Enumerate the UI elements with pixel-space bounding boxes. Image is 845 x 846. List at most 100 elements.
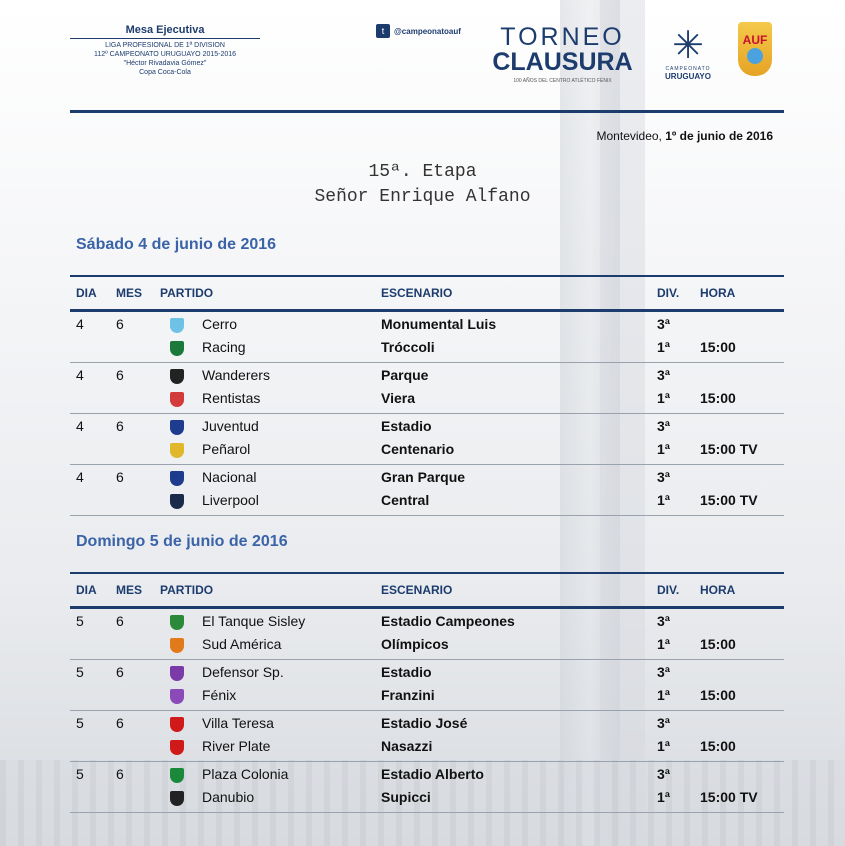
- etapa-title: 15ª. Etapa: [368, 162, 477, 182]
- kickoff-time: 15:00 TV: [700, 441, 758, 457]
- match-row[interactable]: 5 6 Defensor Sp. Fénix Estadio Franzini 3ª 1ª 15…: [70, 660, 784, 711]
- header-divider: [70, 110, 784, 113]
- team-crest-icon: [170, 791, 184, 806]
- clausura-word: CLAUSURA: [492, 48, 633, 76]
- league-header: Mesa Ejecutiva LIGA PROFESIONAL DE 1ª DI…: [70, 24, 260, 77]
- team-crest-icon: [170, 318, 184, 333]
- date-prefix: Montevideo,: [596, 129, 666, 143]
- team-name: Liverpool: [202, 492, 259, 508]
- match-month: 6: [116, 613, 124, 629]
- day-title: Sábado 4 de junio de 2016: [76, 236, 277, 253]
- venue-line: Estadio: [381, 418, 432, 434]
- match-day: 4: [76, 418, 84, 434]
- team-name: Sud América: [202, 636, 282, 652]
- torneo-word: TORNEO: [500, 23, 625, 51]
- division: 3ª: [657, 316, 670, 332]
- kickoff-time: 15:00 TV: [700, 492, 758, 508]
- venue-line: Estadio Alberto: [381, 766, 484, 782]
- column-header-mes: MES: [116, 583, 143, 597]
- venue-line: Tróccoli: [381, 339, 435, 355]
- day-title: Domingo 5 de junio de 2016: [76, 533, 288, 550]
- match-month: 6: [116, 664, 124, 680]
- team-name: El Tanque Sisley: [202, 613, 306, 629]
- match-day: 4: [76, 316, 84, 332]
- team-crest-icon: [170, 341, 184, 356]
- match-row[interactable]: 4 6 Cerro Racing Monumental Luis Tróccoli 3ª 1ª…: [70, 312, 784, 363]
- column-header-hora: HORA: [700, 583, 736, 597]
- venue-line: Centenario: [381, 441, 455, 457]
- match-row[interactable]: 5 6 El Tanque Sisley Sud América Estadio Cam…: [70, 609, 784, 660]
- venue-line: Olímpicos: [381, 636, 449, 652]
- match-row[interactable]: 4 6 Juventud Peñarol Estadio Centenario 3ª 1ª 15…: [70, 414, 784, 465]
- team-crest-icon: [170, 615, 184, 630]
- venue-line: Central: [381, 492, 430, 508]
- division: 3ª: [657, 418, 670, 434]
- team-crest-icon: [170, 768, 184, 783]
- kickoff-time: 15:00: [700, 687, 736, 703]
- league-line: LIGA PROFESIONAL DE 1ª DIVISION: [105, 42, 225, 49]
- cu-big-text: URUGUAYO: [665, 72, 711, 81]
- table-header: DIA MES PARTIDO ESCENARIO DIV. HORA: [70, 275, 784, 312]
- match-row[interactable]: 4 6 Wanderers Rentistas Parque Viera 3ª 1ª 15:00: [70, 363, 784, 414]
- division: 3ª: [657, 766, 670, 782]
- team-name: Peñarol: [202, 441, 251, 457]
- etapa-honor: Señor Enrique Alfano: [314, 187, 531, 207]
- team-name: Wanderers: [202, 367, 270, 383]
- team-name: Fénix: [202, 687, 237, 703]
- table-header: DIA MES PARTIDO ESCENARIO DIV. HORA: [70, 572, 784, 609]
- division: 3ª: [657, 664, 670, 680]
- venue-line: Franzini: [381, 687, 435, 703]
- division: 1ª: [657, 339, 670, 355]
- league-line: "Héctor Rivadavia Gómez": [123, 60, 207, 67]
- team-crest-icon: [170, 471, 184, 486]
- division: 1ª: [657, 390, 670, 406]
- division: 1ª: [657, 441, 670, 457]
- venue-line: Monumental Luis: [381, 316, 497, 332]
- league-line: 112º CAMPEONATO URUGUAYO 2015-2016: [93, 51, 237, 58]
- column-header-partido: PARTIDO: [160, 286, 214, 300]
- kickoff-time: 15:00 TV: [700, 789, 758, 805]
- division: 3ª: [657, 367, 670, 383]
- match-month: 6: [116, 715, 124, 731]
- column-header-escenario: ESCENARIO: [381, 583, 453, 597]
- cu-small-text: CAMPEONATO: [665, 66, 711, 72]
- division: 3ª: [657, 469, 670, 485]
- team-crest-icon: [170, 638, 184, 653]
- venue-line: Estadio: [381, 664, 432, 680]
- match-month: 6: [116, 469, 124, 485]
- column-header-dia: DIA: [76, 286, 97, 300]
- match-month: 6: [116, 316, 124, 332]
- twitter-handle[interactable]: t @campeonatoauf: [376, 24, 461, 38]
- team-crest-icon: [170, 717, 184, 732]
- match-day: 5: [76, 664, 84, 680]
- team-crest-icon: [170, 689, 184, 704]
- kickoff-time: 15:00: [700, 636, 736, 652]
- column-header-dia: DIA: [76, 583, 97, 597]
- team-crest-icon: [170, 420, 184, 435]
- team-name: Nacional: [202, 469, 257, 485]
- venue-line: Nasazzi: [381, 738, 433, 754]
- match-row[interactable]: 5 6 Plaza Colonia Danubio Estadio Alberto Sup…: [70, 762, 784, 813]
- background-tower-shadow: [600, 0, 645, 846]
- division: 3ª: [657, 613, 670, 629]
- match-row[interactable]: 5 6 Villa Teresa River Plate Estadio José Nas…: [70, 711, 784, 762]
- schedule-table: DIA MES PARTIDO ESCENARIO DIV. HORA 4 6 Cerro Rac…: [70, 275, 784, 516]
- team-crest-icon: [170, 392, 184, 407]
- team-crest-icon: [170, 740, 184, 755]
- date-value: 1º de junio de 2016: [665, 129, 773, 143]
- match-row[interactable]: 4 6 Nacional Liverpool Gran Parque Central 3ª 1…: [70, 465, 784, 516]
- team-name: Danubio: [202, 789, 255, 805]
- match-month: 6: [116, 766, 124, 782]
- team-crest-icon: [170, 494, 184, 509]
- twitter-handle-text: @campeonatoauf: [394, 26, 461, 36]
- column-header-mes: MES: [116, 286, 143, 300]
- torneo-subtitle: 100 AÑOS DEL CENTRO ATLÉTICO FÉNIX: [513, 78, 612, 84]
- team-name: Rentistas: [202, 390, 261, 406]
- column-header-partido: PARTIDO: [160, 583, 214, 597]
- division: 1ª: [657, 636, 670, 652]
- kickoff-time: 15:00: [700, 339, 736, 355]
- background-stands: [0, 760, 845, 846]
- match-day: 4: [76, 469, 84, 485]
- division: 1ª: [657, 789, 670, 805]
- team-name: Cerro: [202, 316, 238, 332]
